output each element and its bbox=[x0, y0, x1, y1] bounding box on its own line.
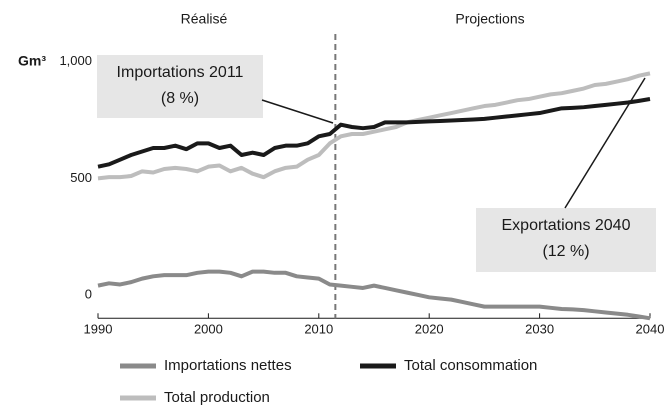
annotation-leader bbox=[564, 77, 646, 209]
x-tick-label: 2040 bbox=[636, 322, 664, 337]
annotation-text: (12 %) bbox=[542, 243, 589, 260]
legend-label: Importations nettes bbox=[164, 357, 292, 374]
y-tick-label: 500 bbox=[70, 170, 92, 185]
x-tick-label: 2000 bbox=[194, 322, 223, 337]
x-tick-label: 2010 bbox=[304, 322, 333, 337]
annotation-box bbox=[476, 208, 656, 272]
x-tick-label: 2020 bbox=[415, 322, 444, 337]
period-label: Projections bbox=[455, 11, 524, 27]
series-line bbox=[97, 71, 651, 181]
legend-label: Total consommation bbox=[404, 357, 537, 374]
y-axis-label: Gm³ bbox=[18, 53, 46, 69]
series-line bbox=[97, 269, 651, 321]
period-label: Réalisé bbox=[181, 11, 228, 27]
annotation-leader bbox=[261, 99, 334, 124]
annotation-text: Exportations 2040 bbox=[502, 217, 631, 234]
annotation-text: (8 %) bbox=[161, 90, 199, 107]
y-tick-label: 1,000 bbox=[59, 53, 92, 68]
series-line bbox=[97, 97, 651, 169]
annotation-text: Importations 2011 bbox=[117, 64, 244, 81]
x-tick-label: 2030 bbox=[525, 322, 554, 337]
annotation-box bbox=[97, 55, 263, 118]
legend-label: Total production bbox=[164, 389, 270, 406]
y-tick-label: 0 bbox=[85, 286, 92, 301]
x-tick-label: 1990 bbox=[84, 322, 113, 337]
